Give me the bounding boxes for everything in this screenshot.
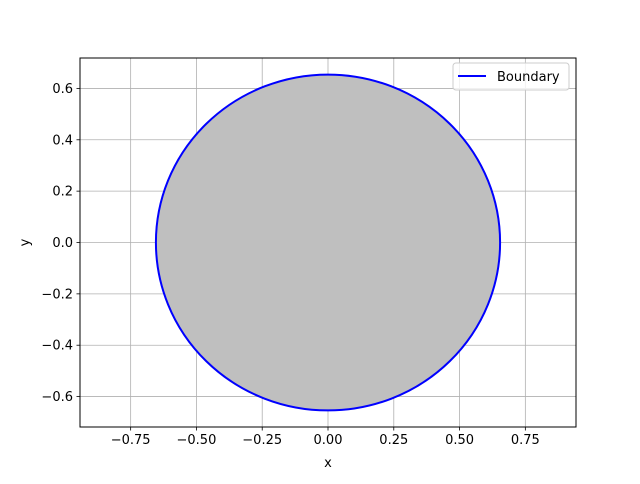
plot-data	[154, 73, 502, 412]
y-tick-label: −0.4	[41, 339, 73, 354]
x-axis-label: x	[324, 456, 332, 471]
boundary-line	[154, 73, 502, 412]
x-tick-label: 0.75	[511, 433, 540, 448]
x-tick-label: 0.50	[445, 433, 474, 448]
legend: Boundary	[452, 62, 570, 91]
x-tick-label: −0.25	[242, 433, 282, 448]
x-tick-label: 0.00	[314, 433, 343, 448]
y-tick-label: 0.0	[52, 236, 73, 251]
y-axis-label: y	[18, 238, 33, 246]
ticks: −0.75 −0.50 −0.25 0.00 0.25 0.50 0.75 −0.6 −0.4 −…	[41, 82, 539, 448]
y-tick-label: 0.6	[52, 82, 73, 97]
legend-label-boundary: Boundary	[497, 70, 560, 85]
legend-box	[452, 62, 570, 91]
y-tick-label: 0.4	[52, 133, 73, 148]
x-tick-label: −0.75	[111, 433, 151, 448]
y-tick-label: −0.2	[41, 287, 73, 302]
y-tick-label: −0.6	[41, 390, 73, 405]
y-tick-label: 0.2	[52, 185, 73, 200]
x-tick-label: 0.25	[379, 433, 408, 448]
region-fill	[155, 74, 501, 411]
x-tick-label: −0.50	[177, 433, 217, 448]
